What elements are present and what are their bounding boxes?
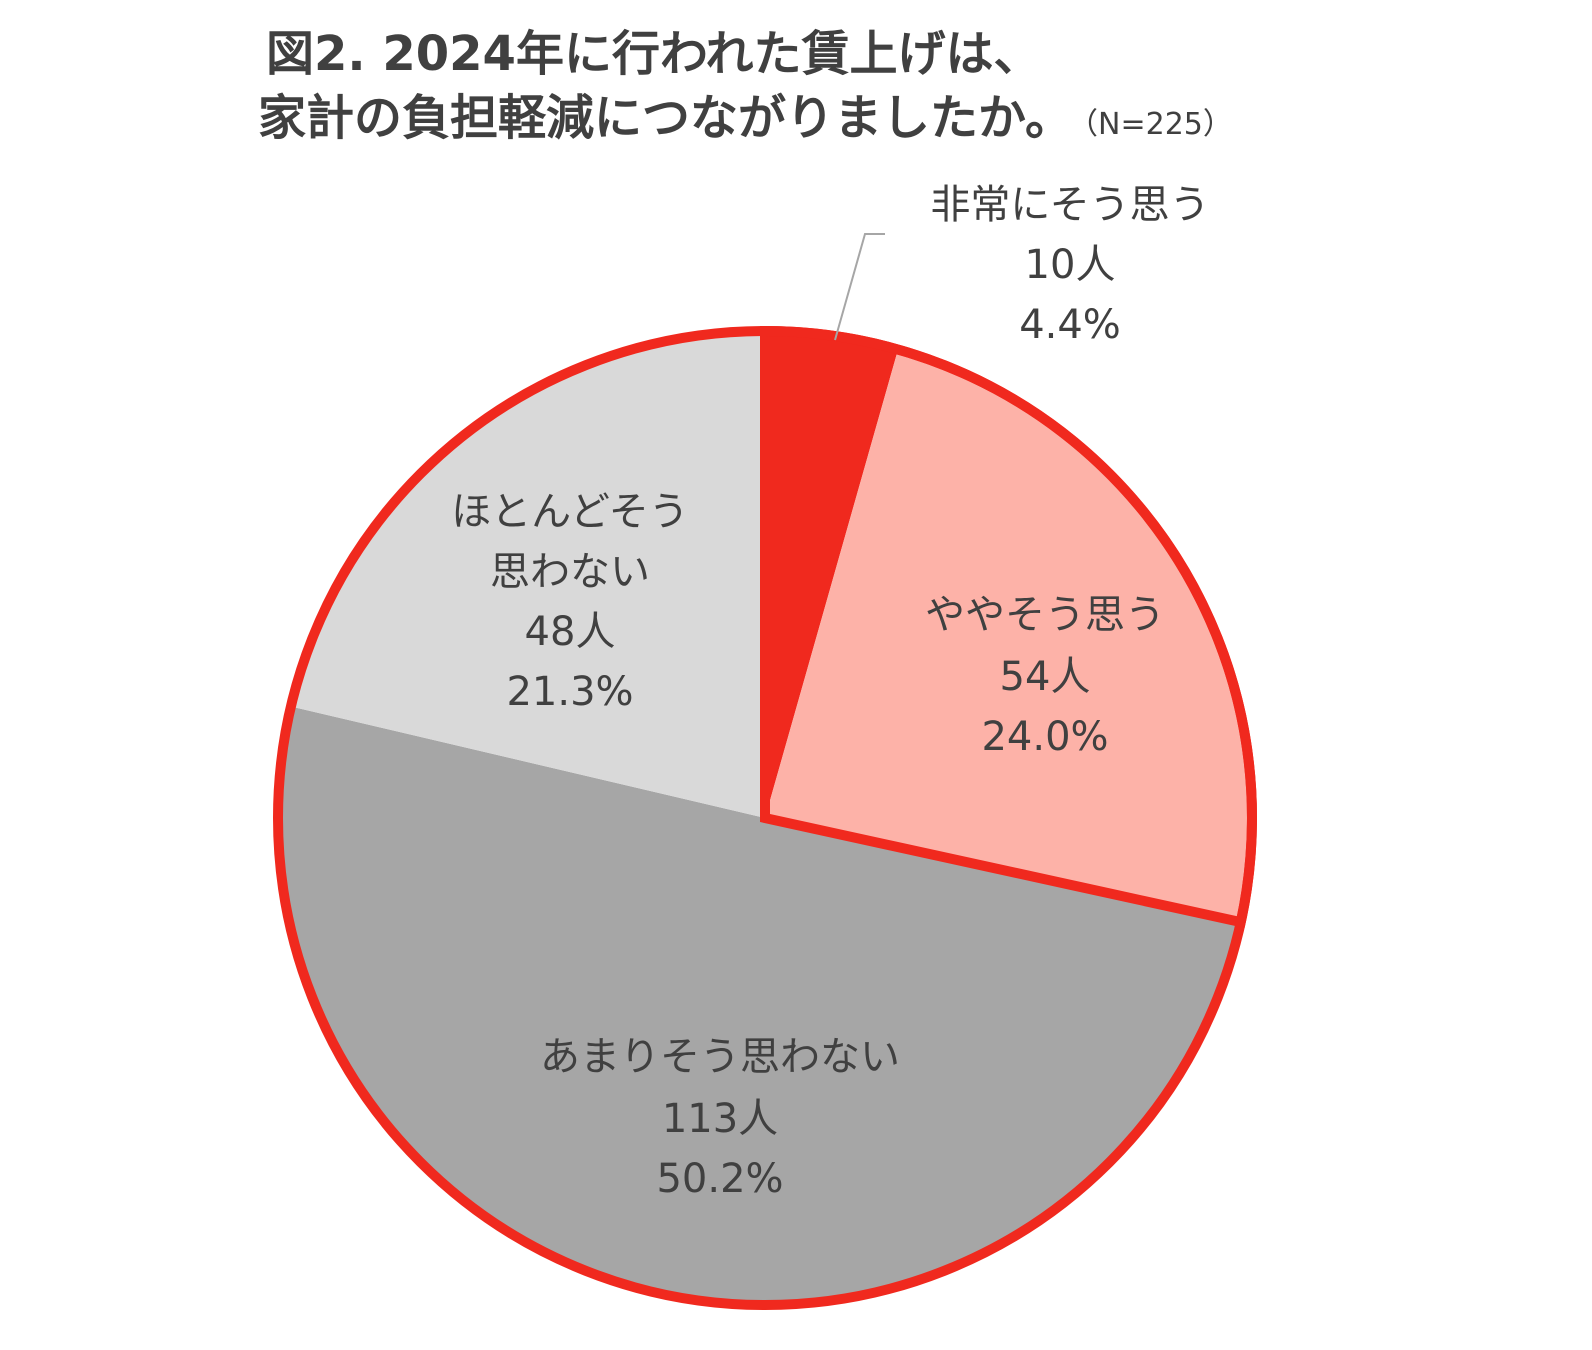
pie-slice-3	[277, 706, 1241, 1306]
slice-1-percent: 4.4%	[1019, 302, 1121, 348]
slice-1-count: 10人	[1025, 242, 1116, 288]
leader-line-slice-1	[834, 233, 885, 341]
slice-2-label: ややそう思う	[925, 592, 1165, 638]
slice-4-count: 48人	[525, 609, 616, 655]
slice-label-2: ややそう思う 54人 24.0%	[925, 592, 1165, 760]
pie-slice-2	[765, 349, 1252, 923]
slice-4-percent: 21.3%	[506, 669, 633, 715]
slice-2-count: 54人	[1000, 654, 1091, 700]
slice-label-3: あまりそう思わない 113人 50.2%	[540, 1034, 900, 1202]
slice-4-label-line-1: ほとんどそう	[451, 489, 689, 535]
pie-slices	[277, 331, 1252, 1306]
sample-size-note: （N=225）	[1083, 107, 1233, 142]
pie-slice-1	[765, 331, 899, 818]
slice-2-percent: 24.0%	[981, 714, 1108, 760]
slice-label-4: ほとんどそう 思わない 48人 21.3%	[451, 489, 689, 715]
chart-title: 図2. 2024年に行われた賃上げは、 家計の負担軽減につながりましたか。 （N=…	[258, 22, 1458, 157]
slice-4-label-line-2: 思わない	[490, 549, 650, 595]
slice-1-label: 非常にそう思う	[930, 182, 1209, 228]
title-line-2: 家計の負担軽減につながりましたか。 （N=225）	[258, 86, 1458, 157]
slice-3-label: あまりそう思わない	[540, 1034, 900, 1080]
slice-label-1: 非常にそう思う 10人 4.4%	[930, 182, 1209, 348]
pie-outline	[273, 326, 1257, 1310]
title-line-1: 図2. 2024年に行われた賃上げは、	[266, 26, 1042, 82]
title-line-2-text: 家計の負担軽減につながりましたか。	[258, 90, 1074, 146]
pie-slice-4	[290, 331, 765, 818]
slice-3-count: 113人	[662, 1096, 778, 1142]
slice-3-percent: 50.2%	[656, 1156, 783, 1202]
